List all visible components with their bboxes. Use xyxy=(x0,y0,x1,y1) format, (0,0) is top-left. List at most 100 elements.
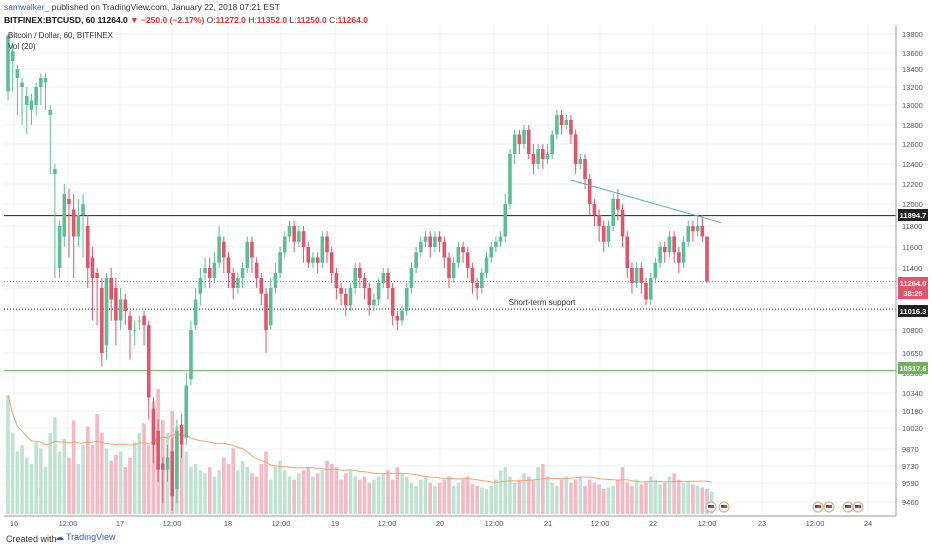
candle-body xyxy=(531,154,536,164)
y-tick-label: 12000 xyxy=(902,200,923,209)
volume-bar xyxy=(48,432,53,514)
volume-bar xyxy=(662,482,667,514)
price-axis-label-bg xyxy=(898,362,928,374)
volume-bar xyxy=(447,476,451,514)
candle-body xyxy=(268,288,273,326)
volume-bar xyxy=(465,476,470,514)
tradingview-logo[interactable]: ☁ TradingView xyxy=(53,532,116,543)
event-flag-icon xyxy=(815,505,818,507)
candle-body xyxy=(132,330,137,331)
volume-bar xyxy=(630,485,634,514)
volume-bar xyxy=(236,470,240,514)
candle-body xyxy=(15,69,20,78)
candle-body xyxy=(681,241,686,263)
volume-bar xyxy=(451,485,456,514)
candle-body xyxy=(259,278,264,294)
event-flag-icon xyxy=(721,505,724,507)
candle-body xyxy=(48,110,53,115)
candle-body xyxy=(287,226,292,237)
volume-bar xyxy=(545,476,550,514)
candle-body xyxy=(217,236,221,263)
x-tick-label: 19 xyxy=(331,519,339,528)
volume-bar xyxy=(358,479,362,514)
volume-bar xyxy=(343,473,348,514)
price-axis-label: 38:25 xyxy=(903,289,922,298)
candle-body xyxy=(353,268,357,288)
volume-bar xyxy=(653,479,658,514)
event-flag-icon xyxy=(708,505,711,507)
y-tick-label: 13200 xyxy=(902,83,923,92)
event-flag-icon xyxy=(721,505,727,508)
author-link[interactable]: samwalker_ xyxy=(4,2,50,12)
candle-body xyxy=(29,100,34,110)
candle-body xyxy=(161,463,165,470)
candle-body xyxy=(320,236,325,263)
candle-body xyxy=(620,209,625,237)
x-tick-label: 12:00 xyxy=(698,519,717,528)
candle-body xyxy=(315,257,320,263)
candle-body xyxy=(648,278,653,300)
x-tick-label: 23 xyxy=(758,519,766,528)
cloud-icon: ☁ xyxy=(55,532,64,542)
series-legend[interactable]: Bitcoin / Dollar, 60, BITFINEX xyxy=(8,31,113,40)
volume-bar xyxy=(24,457,29,514)
volume-bar xyxy=(353,476,357,514)
x-tick-label: 17 xyxy=(116,519,124,528)
volume-bar xyxy=(573,479,578,514)
y-tick-label: 13000 xyxy=(902,101,923,110)
volume-bar xyxy=(428,482,433,514)
volume-bar xyxy=(339,479,343,514)
volume-bar xyxy=(282,470,287,514)
candle-body xyxy=(146,325,151,398)
candle-body xyxy=(189,330,193,380)
high-label: H: xyxy=(248,15,257,25)
x-tick-label: 24 xyxy=(864,519,872,528)
volume-bar xyxy=(114,454,118,514)
support-annotation: Short-term support xyxy=(509,298,576,307)
candle-body xyxy=(517,134,522,144)
candle-body xyxy=(536,149,540,164)
volume-bar xyxy=(480,487,484,514)
candle-body xyxy=(67,199,71,204)
candle-body xyxy=(212,262,217,278)
candle-body xyxy=(24,96,29,105)
candle-body xyxy=(625,236,630,268)
y-tick-label: 11800 xyxy=(902,222,922,231)
candle-body xyxy=(95,273,99,278)
y-tick-label: 12200 xyxy=(902,180,923,189)
y-tick-label: 10180 xyxy=(902,407,923,416)
volume-bar xyxy=(250,473,254,514)
volume-bar xyxy=(433,485,437,514)
volume-bar xyxy=(245,467,250,514)
volume-bar xyxy=(128,457,132,514)
volume-bar xyxy=(20,445,24,514)
volume-bar xyxy=(259,464,264,514)
x-tick-label: 12:00 xyxy=(591,519,610,528)
close-label: C: xyxy=(329,15,338,25)
y-tick-label: 9460 xyxy=(902,498,919,507)
symbol-line: BITFINEX:BTCUSD, 60 11264.0 ▼ −250.0 (−2… xyxy=(4,15,368,25)
last-price: 11264.0 xyxy=(97,15,128,25)
volume-bar xyxy=(400,473,404,514)
volume-bar xyxy=(423,476,428,514)
volume-legend[interactable]: Vol (20) xyxy=(8,42,36,51)
x-tick-label: 12:00 xyxy=(485,519,504,528)
candle-body xyxy=(606,226,611,242)
y-tick-label: 13800 xyxy=(902,30,923,39)
candle-body xyxy=(634,268,639,283)
x-tick-label: 22 xyxy=(649,519,657,528)
candle-body xyxy=(245,241,250,268)
volume-bar xyxy=(320,470,325,514)
candle-body xyxy=(400,311,404,321)
symbol-label[interactable]: BITFINEX:BTCUSD, 60 xyxy=(4,15,96,25)
volume-bar xyxy=(691,484,695,514)
candle-body xyxy=(39,78,43,87)
y-tick-label: 9730 xyxy=(902,462,919,471)
candle-body xyxy=(254,262,259,278)
volume-bar xyxy=(264,451,268,514)
volume-bar xyxy=(625,482,630,514)
y-tick-label: 10800 xyxy=(902,326,923,335)
volume-bar xyxy=(620,467,625,514)
